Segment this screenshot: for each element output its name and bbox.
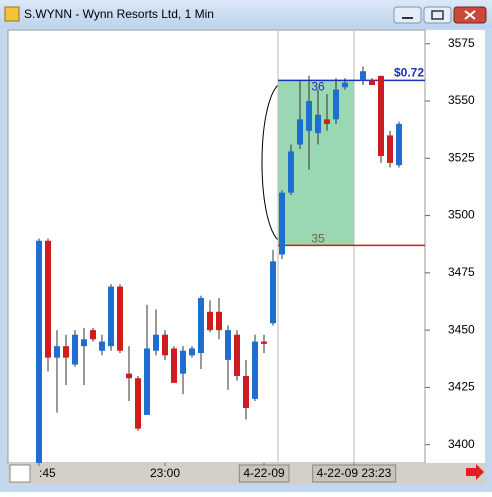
- candle-body: [270, 261, 276, 324]
- plot: 3400 3425 3450 3475 3500 3525 3550 3575 36 35 $0.7…: [36, 30, 475, 483]
- ellipse-annotation: [261, 81, 284, 244]
- candle-body: [144, 348, 150, 415]
- candle-body: [72, 334, 78, 365]
- y-tick-label: 3525: [448, 150, 475, 164]
- candle-body: [306, 101, 312, 131]
- candle-body: [297, 119, 303, 145]
- candle-body: [99, 341, 105, 351]
- y-tick-label: 3550: [448, 93, 475, 107]
- candle-body: [90, 330, 96, 340]
- minimize-button[interactable]: [393, 6, 422, 24]
- close-icon: [464, 10, 476, 20]
- candle-body: [261, 341, 267, 344]
- window-title: S.WYNN - Wynn Resorts Ltd, 1 Min: [24, 7, 214, 21]
- candle-body: [387, 135, 393, 163]
- candle-body: [198, 298, 204, 354]
- time-box: [9, 464, 31, 483]
- candle-body: [126, 373, 132, 379]
- x-tick-label: 23:00: [150, 466, 180, 480]
- x-label-box: [312, 464, 397, 483]
- scroll-arrow[interactable]: [466, 464, 484, 480]
- y-tick-label: 3450: [448, 322, 475, 336]
- candle-body: [108, 286, 114, 347]
- y-tick-label: 3425: [448, 380, 475, 394]
- y-tick-label: 3400: [448, 437, 475, 451]
- app-icon: [4, 6, 20, 22]
- candle-body: [252, 341, 258, 399]
- x-tick-label: 4-22-09 23:23: [317, 466, 392, 480]
- candle-body: [342, 82, 348, 88]
- candle-body: [171, 348, 177, 383]
- candle-body: [396, 123, 402, 166]
- x-label-box: [238, 464, 290, 483]
- candle-body: [207, 311, 213, 331]
- candle-body: [243, 375, 249, 409]
- candle-body: [45, 240, 51, 358]
- candle-body: [180, 350, 186, 374]
- y-tick-label: 3575: [448, 36, 475, 50]
- exit-label: 36: [311, 80, 325, 94]
- candle-body: [54, 346, 60, 358]
- candle-body: [162, 334, 168, 356]
- candle-body: [189, 348, 195, 356]
- x-tick-label: 4-22-09: [243, 466, 285, 480]
- candle-body: [234, 334, 240, 376]
- candle-body: [288, 151, 294, 193]
- candle-body: [333, 89, 339, 120]
- candle-body: [360, 71, 366, 81]
- candle-body: [63, 346, 69, 358]
- candle-body: [81, 339, 87, 347]
- maximize-button[interactable]: [423, 6, 452, 24]
- entry-label: 35: [311, 232, 325, 246]
- candle-body: [279, 192, 285, 255]
- candle-body: [324, 119, 330, 124]
- y-tick-label: 3475: [448, 265, 475, 279]
- candle-body: [378, 75, 384, 157]
- candle-body: [153, 334, 159, 351]
- gain-label: $0.72: [394, 66, 424, 80]
- candle-body: [36, 240, 42, 463]
- candle-body: [225, 330, 231, 360]
- maximize-icon: [431, 10, 444, 20]
- candle-body: [117, 286, 123, 351]
- candle-body: [369, 80, 375, 85]
- x-tick-label: :45: [39, 466, 56, 480]
- candle-body: [216, 311, 222, 331]
- candle-body: [135, 378, 141, 429]
- candle-body: [315, 114, 321, 134]
- y-tick-label: 3500: [448, 208, 475, 222]
